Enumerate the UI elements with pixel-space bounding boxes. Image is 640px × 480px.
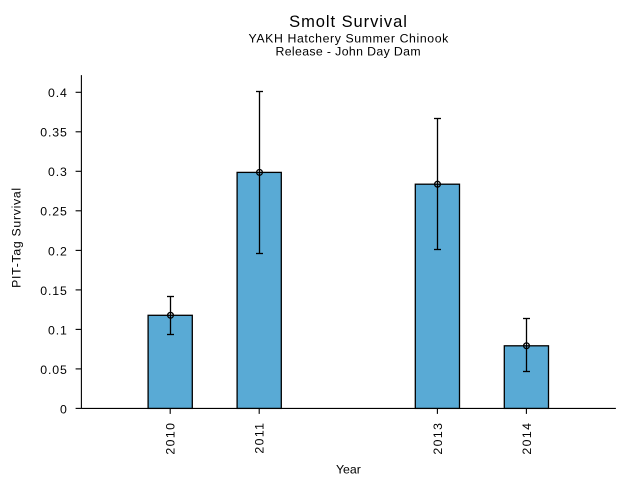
svg-text:2010: 2010	[164, 422, 178, 455]
svg-text:2011: 2011	[253, 422, 267, 454]
svg-text:2013: 2013	[431, 422, 445, 455]
svg-text:0.3: 0.3	[48, 165, 68, 179]
svg-text:0: 0	[60, 402, 68, 416]
svg-text:0.05: 0.05	[40, 363, 68, 377]
svg-text:0.4: 0.4	[48, 86, 68, 100]
svg-text:0.25: 0.25	[40, 205, 68, 219]
svg-text:Release - John Day Dam: Release - John Day Dam	[275, 45, 421, 59]
svg-text:PIT-Tag Survival: PIT-Tag Survival	[10, 187, 24, 288]
svg-text:0.1: 0.1	[48, 323, 68, 337]
svg-text:0.15: 0.15	[40, 284, 68, 298]
svg-text:2014: 2014	[520, 422, 534, 455]
svg-text:Year: Year	[336, 463, 361, 477]
svg-text:Smolt Survival: Smolt Survival	[289, 13, 408, 31]
svg-text:YAKH Hatchery Summer Chinook: YAKH Hatchery Summer Chinook	[248, 32, 449, 46]
svg-text:0.2: 0.2	[48, 244, 68, 258]
svg-text:0.35: 0.35	[40, 126, 68, 140]
